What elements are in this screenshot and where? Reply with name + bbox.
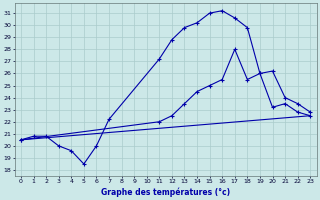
X-axis label: Graphe des températures (°c): Graphe des températures (°c) [101,187,230,197]
